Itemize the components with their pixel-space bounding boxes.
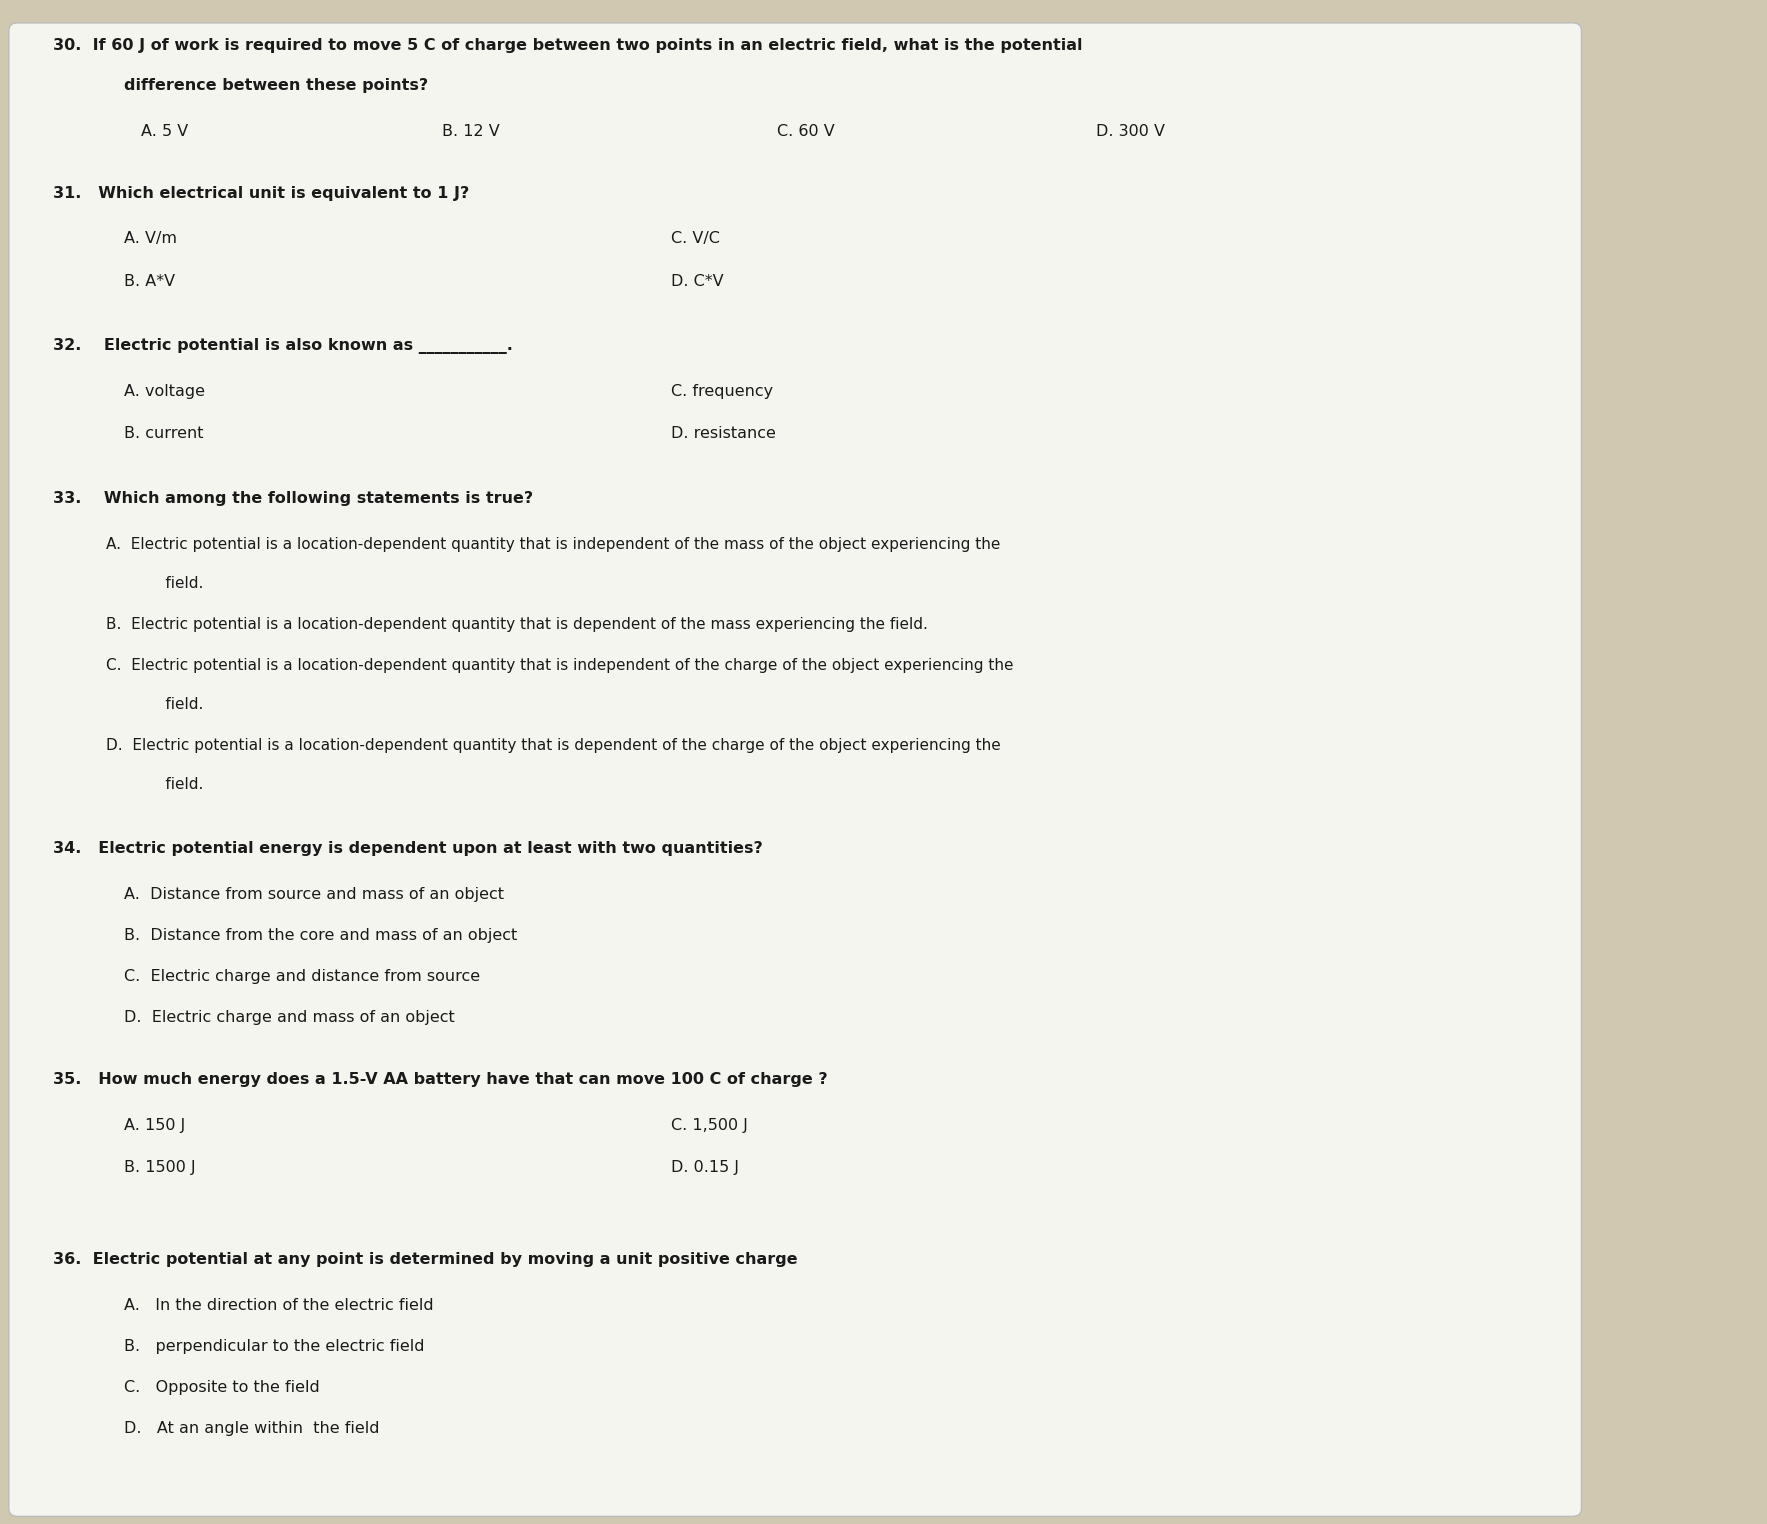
Text: 35.   How much energy does a 1.5-V AA battery have that can move 100 C of charge: 35. How much energy does a 1.5-V AA batt…: [53, 1071, 827, 1087]
Text: A. voltage: A. voltage: [124, 384, 205, 399]
Text: A. V/m: A. V/m: [124, 232, 177, 247]
Text: difference between these points?: difference between these points?: [124, 78, 428, 93]
Text: C. frequency: C. frequency: [671, 384, 774, 399]
Text: D.  Electric charge and mass of an object: D. Electric charge and mass of an object: [124, 1010, 454, 1026]
Text: A. 5 V: A. 5 V: [141, 123, 189, 139]
Text: C.   Opposite to the field: C. Opposite to the field: [124, 1381, 320, 1394]
Text: D. 0.15 J: D. 0.15 J: [671, 1160, 739, 1175]
Text: D.   At an angle within  the field: D. At an angle within the field: [124, 1422, 380, 1436]
Text: C.  Electric charge and distance from source: C. Electric charge and distance from sou…: [124, 969, 481, 985]
Text: D. resistance: D. resistance: [671, 427, 776, 442]
Text: A. 150 J: A. 150 J: [124, 1117, 186, 1132]
Text: D.  Electric potential is a location-dependent quantity that is dependent of the: D. Electric potential is a location-depe…: [106, 738, 1000, 753]
Text: B. 12 V: B. 12 V: [442, 123, 500, 139]
Text: 34.   Electric potential energy is dependent upon at least with two quantities?: 34. Electric potential energy is depende…: [53, 841, 763, 856]
Text: D. 300 V: D. 300 V: [1096, 123, 1164, 139]
Text: B. A*V: B. A*V: [124, 274, 175, 288]
Text: field.: field.: [141, 696, 203, 712]
Text: 31.   Which electrical unit is equivalent to 1 J?: 31. Which electrical unit is equivalent …: [53, 186, 470, 201]
Text: C. V/C: C. V/C: [671, 232, 721, 247]
Text: B.   perpendicular to the electric field: B. perpendicular to the electric field: [124, 1340, 424, 1353]
Text: 32.    Electric potential is also known as ___________.: 32. Electric potential is also known as …: [53, 338, 512, 355]
Text: 36.  Electric potential at any point is determined by moving a unit positive cha: 36. Electric potential at any point is d…: [53, 1253, 797, 1266]
Text: field.: field.: [141, 576, 203, 591]
Text: B.  Distance from the core and mass of an object: B. Distance from the core and mass of an…: [124, 928, 518, 943]
Text: A.  Distance from source and mass of an object: A. Distance from source and mass of an o…: [124, 887, 504, 902]
Text: B. 1500 J: B. 1500 J: [124, 1160, 196, 1175]
Text: D. C*V: D. C*V: [671, 273, 724, 288]
Text: C.  Electric potential is a location-dependent quantity that is independent of t: C. Electric potential is a location-depe…: [106, 658, 1014, 674]
Text: 30.  If 60 J of work is required to move 5 C of charge between two points in an : 30. If 60 J of work is required to move …: [53, 38, 1083, 53]
Text: A.   In the direction of the electric field: A. In the direction of the electric fiel…: [124, 1298, 433, 1312]
Text: C. 1,500 J: C. 1,500 J: [671, 1117, 749, 1132]
Text: B.  Electric potential is a location-dependent quantity that is dependent of the: B. Electric potential is a location-depe…: [106, 617, 928, 632]
Text: C. 60 V: C. 60 V: [777, 123, 836, 139]
Text: 33.    Which among the following statements is true?: 33. Which among the following statements…: [53, 491, 534, 506]
FancyBboxPatch shape: [9, 23, 1581, 1516]
Text: B. current: B. current: [124, 427, 203, 442]
Text: field.: field.: [141, 777, 203, 792]
Text: A.  Electric potential is a location-dependent quantity that is independent of t: A. Electric potential is a location-depe…: [106, 536, 1000, 552]
